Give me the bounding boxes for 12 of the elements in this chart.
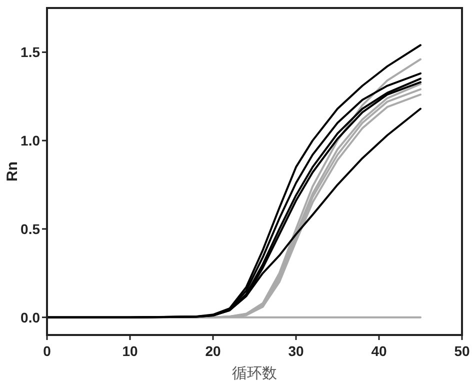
x-tick-label: 20	[205, 343, 221, 359]
x-tick-label: 30	[288, 343, 304, 359]
x-tick-label: 40	[371, 343, 387, 359]
y-tick-label: 0.5	[20, 220, 40, 237]
x-tick-label: 50	[454, 343, 470, 359]
y-tick-label: 1.0	[20, 132, 40, 149]
y-tick-label: 1.5	[20, 44, 40, 60]
x-tick-label: 0	[43, 343, 52, 359]
x-tick-label: 10	[122, 343, 138, 359]
y-axis-title: Rn	[4, 162, 21, 182]
x-axis-title: 循环数	[232, 365, 277, 382]
y-tick-label: 0.0	[20, 309, 40, 326]
